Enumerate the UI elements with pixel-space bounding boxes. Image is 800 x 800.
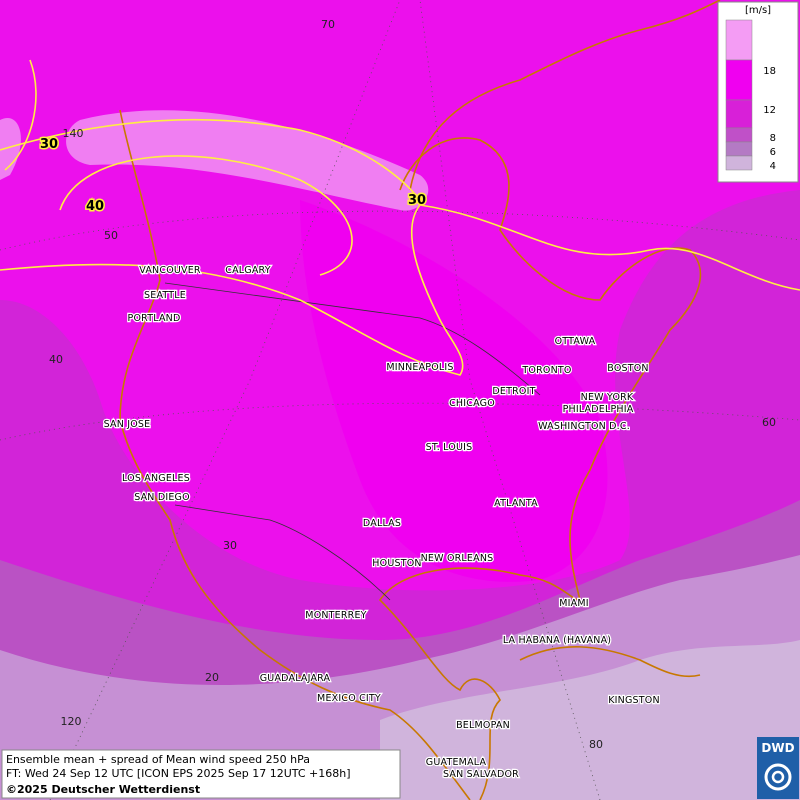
contour-label: 30 bbox=[408, 193, 426, 208]
legend: [m/s] bbox=[717, 1, 799, 183]
legend-box bbox=[725, 141, 753, 157]
parallel bbox=[0, 210, 800, 251]
grid-label: 20 bbox=[205, 671, 219, 684]
city-label: NEW YORK bbox=[581, 392, 634, 403]
grid-label: 30 bbox=[223, 539, 237, 552]
city-label: LOS ANGELES bbox=[122, 473, 190, 484]
legend-box bbox=[725, 127, 753, 143]
footer-panel bbox=[1, 749, 401, 799]
grid-label: 80 bbox=[589, 738, 603, 751]
footer-forecast: FT: Wed 24 Sep 12 UTC [ICON EPS 2025 Sep… bbox=[6, 767, 351, 780]
city-label: GUADALAJARA bbox=[260, 673, 331, 684]
city-label: BELMOPAN bbox=[456, 720, 510, 731]
city-label: ATLANTA bbox=[494, 498, 538, 509]
grid-label: 120 bbox=[61, 715, 82, 728]
grid-label: 70 bbox=[321, 18, 335, 31]
contour bbox=[0, 204, 800, 376]
legend-box bbox=[725, 19, 753, 61]
legend-unit: [m/s] bbox=[745, 5, 771, 16]
logo-icon bbox=[764, 763, 792, 791]
legend-box bbox=[725, 99, 753, 129]
city-label: MONTERREY bbox=[305, 610, 366, 621]
city-label: PHILADELPHIA bbox=[563, 404, 634, 415]
city-label: SAN DIEGO bbox=[134, 492, 190, 503]
field-core bbox=[300, 200, 608, 582]
city-label: MEXICO CITY bbox=[317, 693, 381, 704]
contour-label: 40 bbox=[86, 199, 104, 214]
city-label: TORONTO bbox=[521, 365, 571, 376]
city-label: MINNEAPOLIS bbox=[386, 362, 453, 373]
contour bbox=[59, 155, 353, 276]
city-label: HOUSTON bbox=[372, 558, 421, 569]
footer-title: Ensemble mean + spread of Mean wind spee… bbox=[6, 753, 310, 766]
legend-label: 12 bbox=[763, 105, 776, 116]
legend-box bbox=[725, 155, 753, 171]
contour bbox=[0, 118, 421, 201]
meridian bbox=[49, 0, 401, 800]
city-label: CALGARY bbox=[225, 265, 270, 276]
legend-label: 4 bbox=[770, 161, 776, 172]
city-label: CHICAGO bbox=[449, 398, 495, 409]
grid-label: 60 bbox=[762, 416, 776, 429]
meridian bbox=[419, 0, 601, 800]
city-label: GUATEMALA bbox=[426, 757, 487, 768]
logo: DWD bbox=[757, 737, 799, 799]
border bbox=[174, 504, 391, 601]
coastline bbox=[119, 109, 471, 800]
city-label: SEATTLE bbox=[144, 290, 186, 301]
city-label: KINGSTON bbox=[608, 695, 660, 706]
field-weakest bbox=[380, 640, 800, 800]
contour-label: 30 bbox=[40, 137, 58, 152]
city-label: LA HABANA (HAVANA) bbox=[503, 635, 611, 646]
coastline bbox=[378, 137, 702, 800]
city-label: MIAMI bbox=[559, 598, 589, 609]
footer: Ensemble mean + spread of Mean wind spee… bbox=[1, 749, 401, 799]
city-label: ST. LOUIS bbox=[426, 442, 473, 453]
coastline bbox=[519, 646, 701, 678]
city-label: SAN SALVADOR bbox=[443, 769, 519, 780]
legend-label: 6 bbox=[770, 147, 776, 158]
legend-label: 18 bbox=[763, 66, 776, 77]
field-jet-max bbox=[66, 110, 429, 211]
city-label: SAN JOSE bbox=[104, 419, 151, 430]
logo-icon bbox=[771, 770, 785, 784]
legend-box bbox=[725, 59, 753, 101]
footer-copyright: ©2025 Deutscher Wetterdienst bbox=[6, 783, 200, 796]
city-label: DETROIT bbox=[492, 386, 535, 397]
border bbox=[164, 282, 541, 396]
grid-label: 140 bbox=[63, 127, 84, 140]
logo-text: DWD bbox=[761, 741, 794, 755]
city-label: PORTLAND bbox=[128, 313, 181, 324]
city-label: NEW ORLEANS bbox=[421, 553, 494, 564]
city-label: BOSTON bbox=[607, 363, 648, 374]
city-label: DALLAS bbox=[363, 518, 401, 529]
grid-label: 50 bbox=[104, 229, 118, 242]
legend-label: 8 bbox=[770, 133, 776, 144]
grid-label: 40 bbox=[49, 353, 63, 366]
city-label: VANCOUVER bbox=[139, 265, 201, 276]
contour bbox=[4, 59, 37, 171]
coastline bbox=[409, 0, 721, 191]
field-jet-max bbox=[0, 118, 21, 180]
city-label: WASHINGTON D.C. bbox=[538, 421, 630, 432]
city-label: OTTAWA bbox=[555, 336, 596, 347]
